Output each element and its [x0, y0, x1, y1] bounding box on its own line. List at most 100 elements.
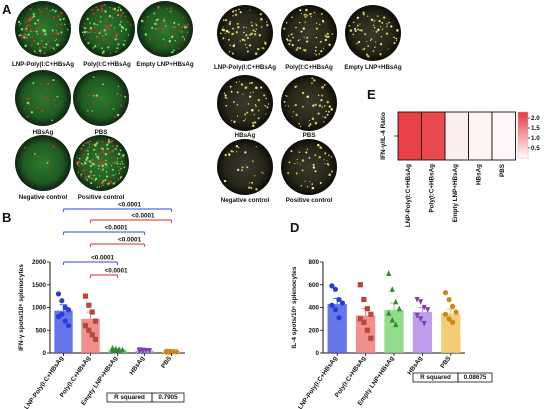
well-spot [297, 39, 300, 42]
well-spot [83, 34, 85, 36]
well-spot [315, 54, 318, 56]
well-spot [153, 12, 156, 15]
well-spot [247, 103, 250, 105]
well-spot [54, 99, 56, 101]
well-spot [250, 81, 253, 84]
well-spot [119, 104, 122, 107]
well-spot [47, 40, 50, 43]
well-spot [38, 22, 40, 24]
well-spot [310, 16, 312, 18]
well-spot [26, 97, 29, 100]
heatmap-x-label: PBS [499, 164, 506, 177]
well-spot [84, 173, 86, 175]
colorbar-segment [518, 116, 528, 119]
data-point [442, 311, 449, 317]
well-spot [106, 182, 108, 184]
well-spot [118, 166, 120, 168]
well-spot [375, 30, 378, 33]
well-spot [314, 49, 317, 52]
well-spot [87, 170, 89, 172]
well-spot [116, 33, 119, 36]
colorbar-segment [518, 145, 528, 148]
well-label: HBsAg [235, 132, 256, 139]
well-spot [114, 173, 116, 175]
r-squared-value-box [457, 372, 493, 383]
y-tick-label: 200 [308, 327, 319, 334]
well-spot [63, 39, 65, 41]
well-spot [120, 175, 123, 178]
chart-e-heatmap: LNP-Poly(I:C+HBsAg Poly(I:C+HBsAg Empty LN… [380, 111, 540, 227]
y-tick-label: 400 [308, 305, 319, 312]
well-spot [236, 91, 239, 94]
well-spot [375, 41, 377, 43]
well-spot [89, 139, 92, 143]
well-spot [224, 18, 228, 22]
well-spot [265, 97, 267, 100]
well-spot [314, 121, 318, 125]
data-point [65, 323, 72, 329]
well-spot [356, 42, 359, 45]
heatmap-x-label: Empty LNP+HBsAg [452, 164, 459, 222]
well-spot [110, 139, 114, 143]
well-spot [53, 32, 56, 35]
well-spot [366, 41, 368, 43]
well-spot [96, 186, 99, 188]
well-spot [115, 11, 118, 14]
well-spot [379, 53, 382, 56]
well-spot [225, 29, 229, 33]
well-spot [222, 26, 224, 28]
colorbar-tick-label: 1.5 [531, 125, 540, 132]
well-spot [116, 113, 120, 117]
well-spot [376, 15, 379, 17]
well-spot [47, 159, 50, 162]
p-value-label: <0.0001 [118, 202, 141, 209]
well-spot [92, 101, 95, 104]
data-point [357, 282, 363, 288]
well-spot [55, 24, 58, 26]
heatmap-cell [468, 111, 493, 161]
well-spot [122, 164, 124, 166]
well-spot [306, 95, 310, 99]
well-spot [244, 113, 247, 116]
data-point [92, 318, 99, 324]
well-spot [116, 47, 119, 50]
well-spot [113, 27, 115, 29]
colorbar-tick-label: 2.0 [531, 115, 540, 122]
well-spot [168, 37, 170, 39]
well-spot [324, 34, 327, 37]
data-point [446, 296, 452, 303]
well-spot [308, 124, 311, 127]
well-spot [354, 29, 357, 33]
well-spot [27, 170, 29, 172]
well-spot [235, 145, 239, 148]
well-spot [124, 95, 127, 98]
well-spot [373, 20, 376, 22]
well-spot [83, 30, 86, 34]
well-spot [115, 34, 118, 37]
well-spot [93, 95, 95, 97]
well-spot [164, 44, 167, 47]
elispot-well [137, 1, 193, 57]
well-spot [311, 82, 313, 85]
well-spot [254, 23, 256, 25]
well-spot [116, 146, 118, 149]
well-spot [97, 165, 100, 167]
well-spot [100, 5, 103, 8]
well-spot [326, 160, 328, 162]
colorbar-segment [518, 115, 528, 117]
well-spot [229, 44, 232, 47]
data-point [86, 327, 92, 333]
well-spot [96, 36, 98, 38]
well-spot [99, 175, 101, 177]
well-spot [237, 25, 240, 29]
well-spot [85, 177, 88, 180]
heatmap-x-label: HBsAg [475, 164, 482, 185]
well-spot [31, 36, 34, 38]
well-spot [119, 149, 122, 152]
well-spot [304, 15, 307, 18]
well-spot [236, 22, 239, 25]
well-spot [116, 160, 118, 163]
well-spot [326, 162, 330, 166]
data-point [393, 298, 399, 305]
well-spot [57, 16, 59, 19]
